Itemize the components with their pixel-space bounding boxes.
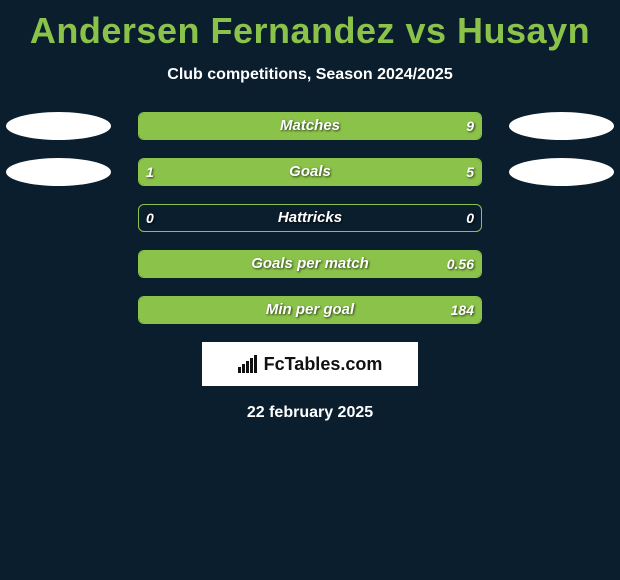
bar-track: [138, 204, 482, 232]
comparison-chart: Matches9 Goals15 Hattricks00 Goals per matc…: [0, 112, 620, 324]
stat-row: Matches9: [0, 112, 620, 140]
subtitle: Club competitions, Season 2024/2025: [0, 66, 620, 84]
bar-chart-icon: [238, 355, 260, 373]
stat-row: Hattricks00: [0, 204, 620, 232]
bar-track: [138, 250, 482, 278]
ellipse-right: [509, 158, 614, 186]
brand-logo: FcTables.com: [202, 342, 418, 386]
stat-row: Goals per match0.56: [0, 250, 620, 278]
stat-row: Min per goal184: [0, 296, 620, 324]
bar-fill-left: [139, 159, 197, 185]
date-text: 22 february 2025: [0, 404, 620, 422]
stat-row: Goals15: [0, 158, 620, 186]
bar-fill-right: [197, 159, 481, 185]
ellipse-right: [509, 112, 614, 140]
brand-logo-text: FcTables.com: [264, 354, 383, 375]
bar-track: [138, 112, 482, 140]
bar-fill: [139, 113, 481, 139]
bar-track: [138, 296, 482, 324]
bar-fill: [139, 297, 481, 323]
ellipse-left: [6, 112, 111, 140]
bar-fill: [139, 251, 481, 277]
page-title: Andersen Fernandez vs Husayn: [0, 0, 620, 52]
ellipse-left: [6, 158, 111, 186]
bar-track: [138, 158, 482, 186]
